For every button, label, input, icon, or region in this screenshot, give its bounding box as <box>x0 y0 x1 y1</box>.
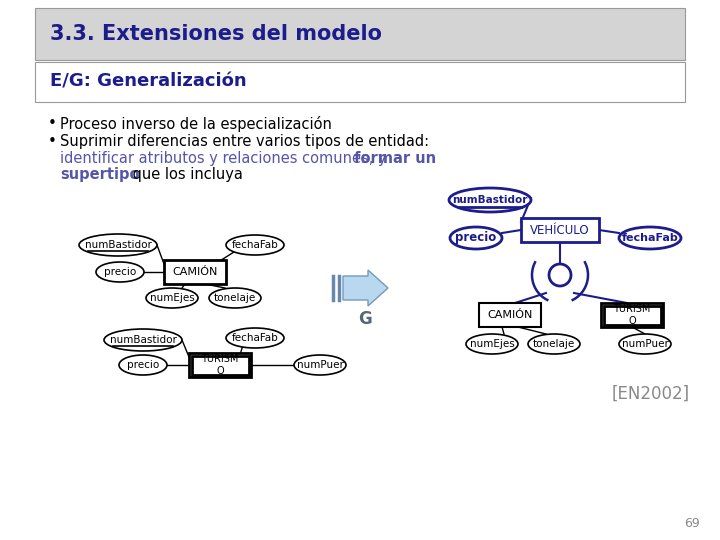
Ellipse shape <box>450 227 502 249</box>
Text: 69: 69 <box>684 517 700 530</box>
Ellipse shape <box>294 355 346 375</box>
Text: fechaFab: fechaFab <box>232 240 279 250</box>
Text: Suprimir diferencias entre varios tipos de entidad:: Suprimir diferencias entre varios tipos … <box>60 134 429 149</box>
Ellipse shape <box>146 288 198 308</box>
Text: E/G: Generalización: E/G: Generalización <box>50 73 247 91</box>
Text: numEjes: numEjes <box>150 293 194 303</box>
Text: CAMIÓN: CAMIÓN <box>172 267 217 277</box>
FancyBboxPatch shape <box>35 62 685 102</box>
Text: 3.3. Extensiones del modelo: 3.3. Extensiones del modelo <box>50 24 382 44</box>
Ellipse shape <box>619 227 681 249</box>
Ellipse shape <box>226 328 284 348</box>
Text: •: • <box>48 116 57 131</box>
Text: fechaFab: fechaFab <box>232 333 279 343</box>
Ellipse shape <box>449 188 531 212</box>
Text: numPuer: numPuer <box>297 360 343 370</box>
Ellipse shape <box>549 264 571 286</box>
Ellipse shape <box>119 355 167 375</box>
Ellipse shape <box>619 334 671 354</box>
Polygon shape <box>343 270 388 306</box>
FancyBboxPatch shape <box>601 303 663 327</box>
Ellipse shape <box>466 334 518 354</box>
Text: Proceso inverso de la especialización: Proceso inverso de la especialización <box>60 116 332 132</box>
Text: identificar atributos y relaciones comunes, y: identificar atributos y relaciones comun… <box>60 151 387 166</box>
Text: precio: precio <box>127 360 159 370</box>
Text: VEHÍCULO: VEHÍCULO <box>530 224 590 237</box>
Text: que los incluya: que los incluya <box>128 167 243 182</box>
Text: numEjes: numEjes <box>469 339 514 349</box>
Ellipse shape <box>528 334 580 354</box>
Text: precio: precio <box>104 267 136 277</box>
Text: TURISM
O: TURISM O <box>613 304 651 326</box>
Text: fechaFab: fechaFab <box>621 233 678 243</box>
Ellipse shape <box>209 288 261 308</box>
Text: TURISM
O: TURISM O <box>202 354 239 376</box>
Text: supertipo: supertipo <box>60 167 140 182</box>
Ellipse shape <box>79 234 157 256</box>
Text: [EN2002]: [EN2002] <box>612 385 690 403</box>
Ellipse shape <box>96 262 144 282</box>
Text: formar un: formar un <box>349 151 436 166</box>
Text: CAMIÓN: CAMIÓN <box>487 310 533 320</box>
Text: numBastidor: numBastidor <box>109 335 176 345</box>
Text: G: G <box>358 310 372 328</box>
FancyBboxPatch shape <box>479 303 541 327</box>
Text: numBastidor: numBastidor <box>452 195 528 205</box>
FancyBboxPatch shape <box>164 260 226 284</box>
FancyBboxPatch shape <box>521 218 599 242</box>
Ellipse shape <box>104 329 182 351</box>
Text: •: • <box>48 134 57 149</box>
FancyBboxPatch shape <box>35 8 685 60</box>
Ellipse shape <box>226 235 284 255</box>
FancyBboxPatch shape <box>189 353 251 377</box>
Text: precio: precio <box>455 232 497 245</box>
Text: tonelaje: tonelaje <box>533 339 575 349</box>
Text: numPuer: numPuer <box>621 339 668 349</box>
Text: numBastidor: numBastidor <box>84 240 151 250</box>
Text: tonelaje: tonelaje <box>214 293 256 303</box>
